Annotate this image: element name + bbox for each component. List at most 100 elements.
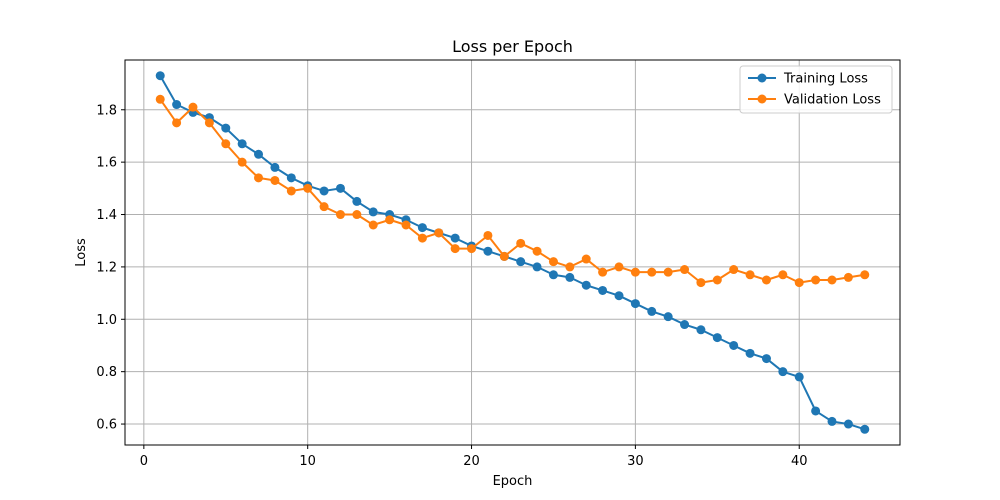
- legend-label: Training Loss: [783, 72, 868, 87]
- data-point: [827, 275, 837, 285]
- data-point: [352, 196, 362, 206]
- data-point: [155, 94, 165, 104]
- data-point: [581, 254, 591, 264]
- y-tick-label: 1.6: [96, 156, 117, 171]
- data-point: [860, 270, 870, 280]
- data-point: [598, 285, 608, 295]
- data-point: [352, 210, 362, 220]
- data-point: [827, 416, 837, 426]
- data-point: [696, 325, 706, 335]
- y-tick-label: 1.4: [96, 208, 117, 223]
- data-point: [450, 244, 460, 254]
- data-point: [761, 275, 771, 285]
- data-point: [450, 233, 460, 243]
- data-point: [680, 320, 690, 330]
- data-point: [516, 238, 526, 248]
- series-training-loss: [155, 71, 870, 434]
- data-point: [385, 215, 395, 225]
- data-point: [286, 186, 296, 196]
- data-point: [155, 71, 165, 81]
- x-tick-label: 10: [299, 454, 316, 469]
- data-point: [729, 265, 739, 275]
- data-point: [761, 354, 771, 364]
- axis-ticks: 0 10 20 30 40 0.6 0.8 1.0 1.2 1.4 1.6 1.8: [96, 103, 807, 469]
- data-point: [843, 419, 853, 429]
- chart-title: Loss per Epoch: [452, 37, 573, 56]
- data-point: [188, 102, 198, 112]
- data-point: [237, 139, 247, 149]
- y-tick-label: 0.6: [96, 418, 117, 433]
- x-axis-label: Epoch: [493, 474, 533, 489]
- data-point: [712, 333, 722, 343]
- data-point: [532, 246, 542, 256]
- x-tick-label: 0: [140, 454, 148, 469]
- data-point: [794, 372, 804, 382]
- data-point: [270, 162, 280, 172]
- x-tick-label: 40: [791, 454, 808, 469]
- data-point: [794, 278, 804, 288]
- series-validation-loss: [155, 94, 870, 288]
- data-point: [401, 220, 411, 230]
- data-point: [745, 270, 755, 280]
- data-point: [516, 257, 526, 267]
- data-point: [565, 272, 575, 282]
- data-point: [860, 424, 870, 434]
- data-point: [483, 230, 493, 240]
- legend: Training Loss Validation Loss: [739, 65, 893, 114]
- data-point: [368, 220, 378, 230]
- data-point: [172, 100, 182, 110]
- data-point: [745, 348, 755, 358]
- data-point: [696, 278, 706, 288]
- data-point: [467, 244, 477, 254]
- data-point: [286, 173, 296, 183]
- legend-marker: [757, 73, 767, 83]
- data-point: [630, 267, 640, 277]
- data-point: [532, 262, 542, 272]
- data-point: [237, 157, 247, 167]
- data-point: [663, 312, 673, 322]
- data-point: [417, 233, 427, 243]
- data-point: [598, 267, 608, 277]
- data-point: [319, 186, 329, 196]
- data-point: [647, 306, 657, 316]
- y-tick-label: 1.0: [96, 313, 117, 328]
- y-tick-label: 1.2: [96, 260, 117, 275]
- data-point: [204, 118, 214, 128]
- data-point: [221, 123, 231, 133]
- data-point: [630, 299, 640, 309]
- series-line: [159, 75, 866, 431]
- y-axis-label: Loss: [74, 238, 89, 267]
- grid-lines: [125, 60, 900, 445]
- data-point: [614, 262, 624, 272]
- data-point: [680, 265, 690, 275]
- data-point: [778, 367, 788, 377]
- data-point: [303, 183, 313, 193]
- data-point: [581, 280, 591, 290]
- data-point: [548, 270, 558, 280]
- legend-marker: [757, 94, 767, 104]
- data-point: [843, 272, 853, 282]
- data-point: [221, 139, 231, 149]
- legend-item: Training Loss: [748, 72, 868, 87]
- data-point: [335, 210, 345, 220]
- data-point: [565, 262, 575, 272]
- data-point: [811, 406, 821, 416]
- plot-area-frame: [124, 59, 901, 446]
- legend-box: [739, 65, 893, 114]
- data-point: [434, 228, 444, 238]
- data-point: [712, 275, 722, 285]
- y-tick-label: 1.8: [96, 103, 117, 118]
- data-point: [778, 270, 788, 280]
- data-point: [499, 251, 509, 261]
- data-point: [548, 257, 558, 267]
- series-layer: [155, 71, 870, 434]
- data-point: [811, 275, 821, 285]
- data-point: [368, 207, 378, 217]
- data-point: [417, 223, 427, 233]
- data-point: [335, 183, 345, 193]
- data-point: [647, 267, 657, 277]
- data-point: [254, 149, 264, 159]
- data-point: [319, 202, 329, 212]
